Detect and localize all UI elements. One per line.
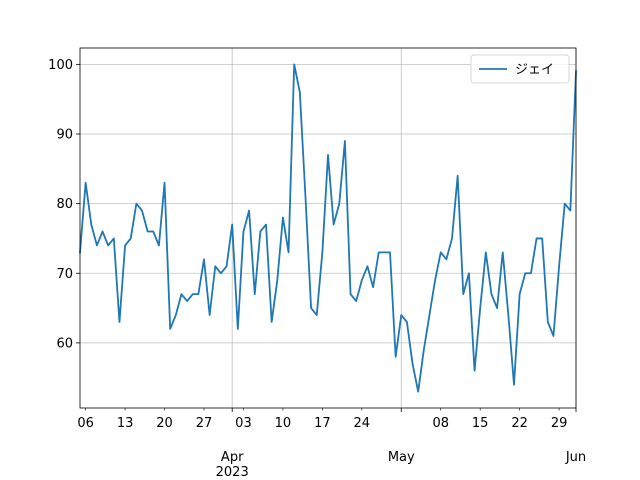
x-major-tick-label: Apr	[221, 450, 244, 465]
x-minor-tick-label: 06	[77, 416, 94, 431]
x-minor-tick-label: 27	[196, 416, 213, 431]
y-tick-label: 60	[56, 336, 73, 351]
x-minor-tick-label: 20	[156, 416, 173, 431]
series-lines	[79, 63, 577, 393]
x-minor-tick-label: 03	[235, 416, 252, 431]
legend-label: ジェイ	[515, 63, 554, 78]
x-minor-tick-label: 24	[354, 416, 371, 431]
y-tick-label: 70	[56, 267, 73, 282]
axes-frame	[79, 47, 577, 409]
x-minor-tick-label: 15	[472, 416, 489, 431]
x-minor-tick-label: 17	[314, 416, 331, 431]
legend-box	[470, 54, 570, 84]
series-line	[79, 63, 577, 393]
x-minor-tick-label: 10	[275, 416, 292, 431]
plot-area	[80, 48, 576, 408]
x-year-label: 2023	[216, 465, 249, 480]
y-tick-label: 100	[48, 58, 73, 73]
x-minor-tick-label: 13	[117, 416, 134, 431]
x-minor-tick-label: 08	[432, 416, 449, 431]
y-tick-label: 90	[56, 127, 73, 142]
x-major-tick-label: Jun	[565, 450, 586, 465]
x-major-tick-label: May	[388, 450, 415, 465]
axes-border	[79, 47, 577, 409]
y-tick-label: 80	[56, 197, 73, 212]
x-minor-tick-label: 29	[551, 416, 568, 431]
legend: ジェイ	[470, 54, 570, 84]
x-minor-tick-label: 22	[511, 416, 528, 431]
